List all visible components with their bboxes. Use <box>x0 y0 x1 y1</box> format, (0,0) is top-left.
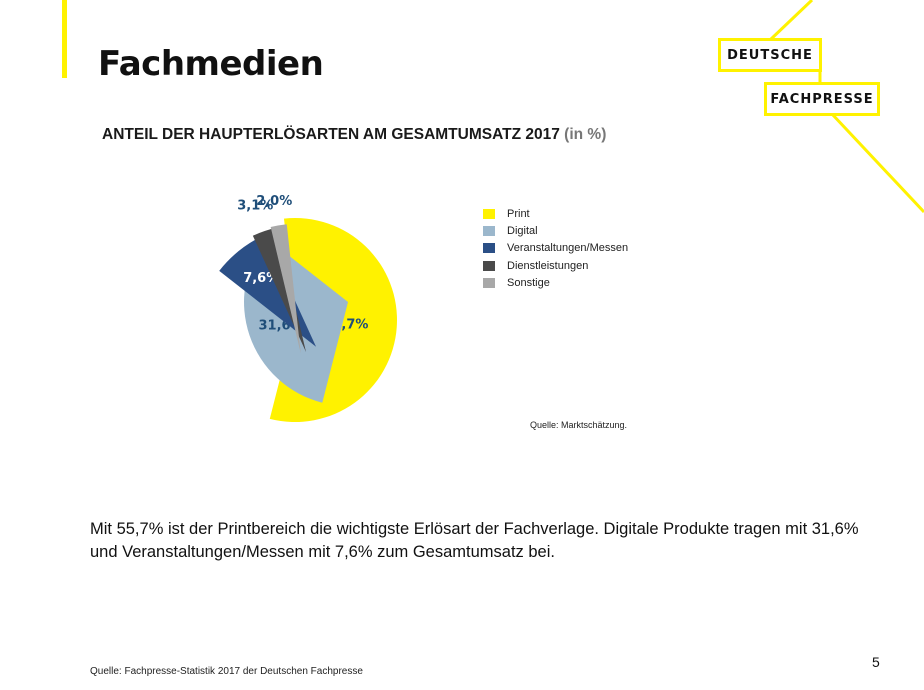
legend-item-dienstleistungen: Dienstleistungen <box>483 257 628 274</box>
body-text: Mit 55,7% ist der Printbereich die wicht… <box>90 520 859 561</box>
legend-label: Digital <box>507 225 538 238</box>
pie-slice-dienstleistungen <box>252 227 307 353</box>
pie-slice-sonstige <box>270 224 301 354</box>
logo-deutsche: DEUTSCHE <box>718 38 822 72</box>
legend-swatch <box>483 226 495 237</box>
legend-swatch <box>483 260 495 271</box>
logo-fachpresse: FACHPRESSE <box>764 82 880 116</box>
pie-label-veranstaltungen-messen: 7,6% <box>243 271 279 286</box>
legend-item-veranstaltungen-messen: Veranstaltungen/Messen <box>483 240 628 257</box>
chart-title: ANTEIL DER HAUPTERLÖSARTEN AM GESAMTUMSA… <box>102 126 606 144</box>
accent-bar <box>62 0 67 78</box>
footer-source: Quelle: Fachpresse-Statistik 2017 der De… <box>90 666 363 677</box>
legend-item-sonstige: Sonstige <box>483 275 628 292</box>
chart-source: Quelle: Marktschätzung. <box>530 420 628 430</box>
legend-label: Dienstleistungen <box>507 259 589 272</box>
legend-swatch <box>483 208 495 219</box>
chart-title-text: ANTEIL DER HAUPTERLÖSARTEN AM GESAMTUMSA… <box>102 126 560 143</box>
legend-label: Veranstaltungen/Messen <box>507 242 629 255</box>
pie-label-dienstleistungen: 3,1% <box>237 198 273 213</box>
legend-item-digital: Digital <box>483 222 628 239</box>
legend-swatch <box>483 278 495 289</box>
legend-label: Print <box>507 207 530 220</box>
legend-label: Sonstige <box>507 277 550 290</box>
chart-title-unit: (in %) <box>564 126 607 143</box>
pie-label-sonstige: 2,0% <box>256 194 292 209</box>
legend-swatch <box>483 243 495 254</box>
logo-text-2: FACHPRESSE <box>770 91 874 107</box>
chart-legend: Print Digital Veranstaltungen/Messen Dienst… <box>483 205 628 292</box>
page-number: 5 <box>872 654 880 670</box>
page-title: Fachmedien <box>98 44 324 84</box>
legend-item-print: Print <box>483 205 628 222</box>
logo-text-1: DEUTSCHE <box>727 47 813 63</box>
